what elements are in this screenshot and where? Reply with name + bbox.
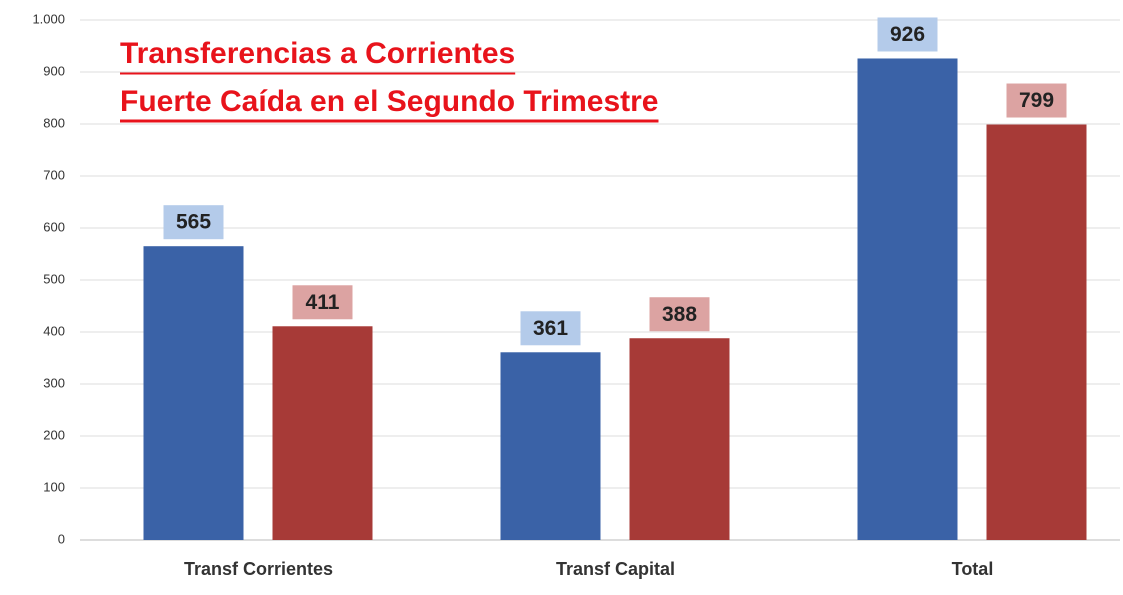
value-label-box bbox=[877, 17, 938, 52]
y-tick-label: 400 bbox=[43, 323, 65, 338]
value-label: 388 bbox=[662, 303, 697, 326]
bar bbox=[986, 124, 1087, 541]
x-tick-label: Transf Corrientes bbox=[184, 559, 333, 579]
y-tick-label: 900 bbox=[43, 63, 65, 78]
y-tick-label: 100 bbox=[43, 479, 65, 494]
value-label: 799 bbox=[1019, 89, 1054, 112]
y-tick-label: 200 bbox=[43, 427, 65, 442]
y-tick-label: 0 bbox=[58, 531, 65, 546]
value-label: 926 bbox=[890, 23, 925, 46]
value-label-box bbox=[520, 311, 581, 346]
value-label-box bbox=[292, 285, 353, 320]
chart-subtitle: Fuerte Caída en el Segundo Trimestre bbox=[120, 85, 658, 118]
y-tick-label: 700 bbox=[43, 167, 65, 182]
y-tick-label: 600 bbox=[43, 219, 65, 234]
y-tick-label: 300 bbox=[43, 375, 65, 390]
bar bbox=[629, 338, 730, 540]
x-tick-label: Total bbox=[952, 559, 994, 579]
y-tick-label: 500 bbox=[43, 271, 65, 286]
y-tick-label: 1.000 bbox=[32, 11, 65, 26]
y-tick-label: 800 bbox=[43, 115, 65, 130]
value-label-box bbox=[163, 205, 224, 240]
bar bbox=[857, 58, 958, 540]
bar bbox=[272, 326, 373, 540]
value-label-box bbox=[649, 297, 710, 332]
x-tick-label: Transf Capital bbox=[556, 559, 675, 579]
value-label: 361 bbox=[533, 317, 568, 340]
value-label: 411 bbox=[306, 291, 340, 314]
bar bbox=[500, 352, 601, 540]
chart-title: Transferencias a Corrientes bbox=[120, 37, 515, 70]
value-label: 565 bbox=[176, 211, 211, 234]
bar bbox=[143, 246, 244, 540]
value-label-box bbox=[1006, 83, 1067, 118]
